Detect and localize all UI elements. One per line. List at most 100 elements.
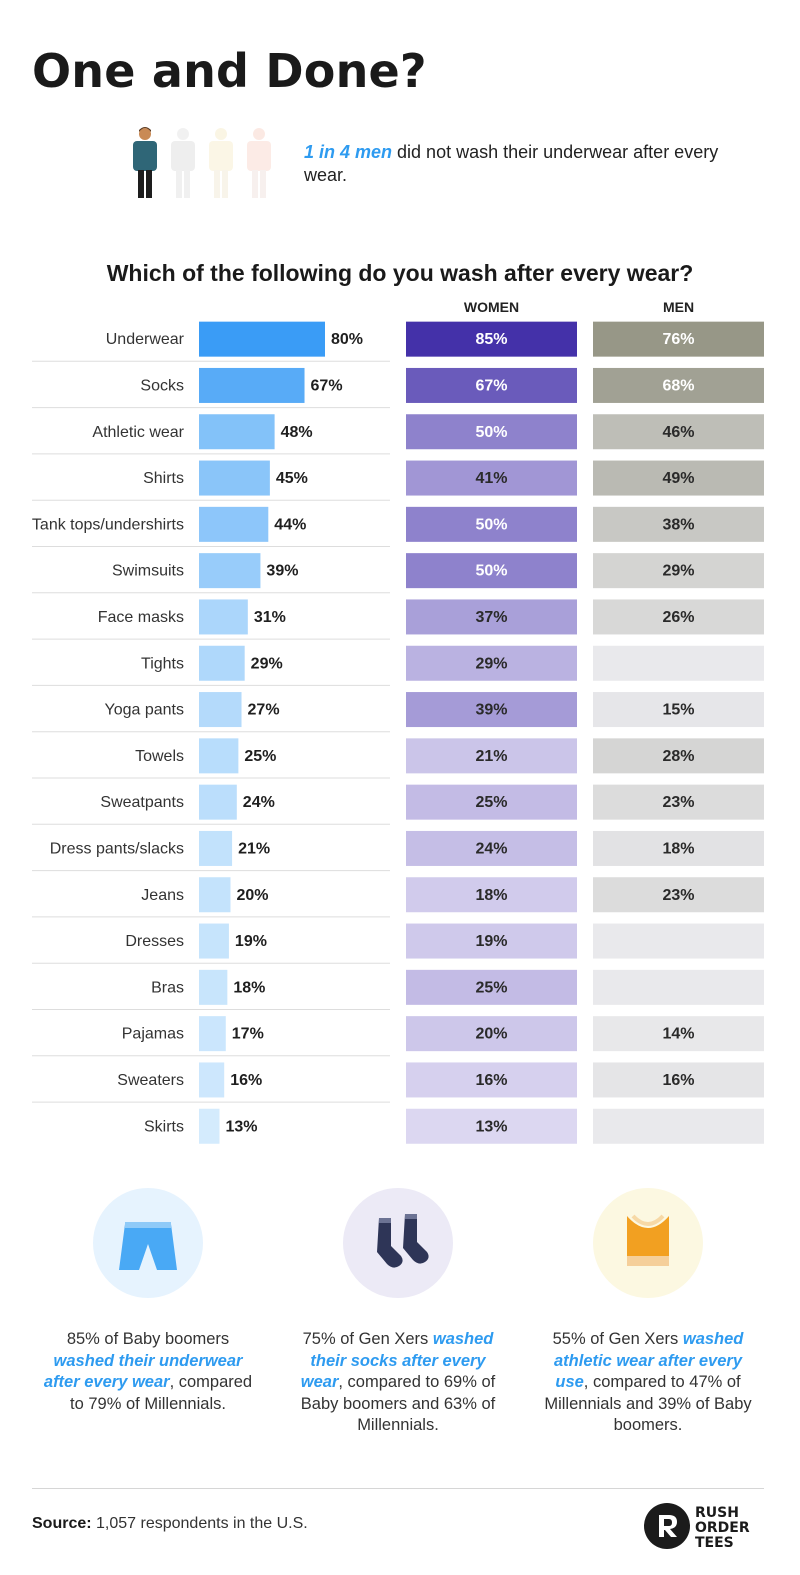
men-cell: [593, 738, 764, 774]
footer-text: 55% of Gen Xers: [552, 1330, 683, 1348]
women-cell: [406, 784, 577, 820]
overall-value-label: 18%: [233, 979, 265, 996]
overall-value-label: 20%: [237, 887, 269, 904]
rush-order-tees-logo: RUSH ORDER TEES: [644, 1503, 750, 1551]
men-cell: [593, 969, 764, 1005]
shorts-icon: [119, 1222, 177, 1270]
wash-frequency-chart: Underwear 80% 85% 76% Socks 67% 67% 68% Athletic…: [32, 321, 764, 1144]
men-cell: [593, 830, 764, 866]
men-cell: [593, 599, 764, 635]
women-value-label: 67%: [475, 377, 507, 394]
category-label: Swimsuits: [112, 563, 184, 580]
men-cell: [593, 1062, 764, 1098]
overall-value-label: 48%: [281, 424, 313, 441]
women-cell: [406, 877, 577, 913]
men-value-label: 76%: [662, 331, 694, 348]
women-value-label: 21%: [475, 748, 507, 765]
men-cell: [593, 923, 764, 959]
women-value-label: 25%: [475, 979, 507, 996]
men-cell: [593, 414, 764, 450]
men-cell: [593, 1016, 764, 1052]
footer-divider: [32, 1488, 764, 1489]
overall-value-label: 13%: [225, 1118, 257, 1135]
women-value-label: 50%: [475, 424, 507, 441]
headline-stat: 1 in 4 men did not wash their underwear …: [304, 141, 744, 187]
women-cell: [406, 1062, 577, 1098]
men-value-label: 18%: [662, 840, 694, 857]
men-cell: [593, 553, 764, 589]
socks-icon: [377, 1214, 429, 1268]
headline-text: did not wash their underwear after every…: [304, 142, 719, 185]
overall-value-label: 19%: [235, 933, 267, 950]
women-cell: [406, 599, 577, 635]
women-cell: [406, 321, 577, 357]
category-label: Athletic wear: [92, 424, 184, 441]
women-value-label: 16%: [475, 1072, 507, 1089]
category-label: Bras: [151, 979, 184, 996]
chart-question: Which of the following do you wash after…: [106, 260, 694, 286]
overall-bar: [199, 1108, 220, 1144]
women-cell: [406, 645, 577, 681]
overall-bar: [199, 877, 231, 913]
women-value-label: 19%: [475, 933, 507, 950]
category-label: Sweaters: [117, 1072, 184, 1089]
women-cell: [406, 692, 577, 728]
men-value-label: 28%: [662, 748, 694, 765]
men-value-label: 23%: [662, 887, 694, 904]
overall-value-label: 31%: [254, 609, 286, 626]
overall-value-label: 27%: [248, 702, 280, 719]
footer-stat-text: 55% of Gen Xers washed athletic wear aft…: [538, 1329, 758, 1437]
category-label: Tank tops/undershirts: [32, 516, 184, 533]
overall-bar: [199, 969, 228, 1005]
source-label: Source:: [32, 1515, 92, 1532]
overall-value-label: 29%: [251, 655, 283, 672]
footer-icon-circle: [538, 1188, 758, 1298]
headline-highlight: 1 in 4 men: [304, 142, 393, 162]
overall-bar: [199, 367, 305, 403]
overall-bar: [199, 506, 269, 542]
category-label: Dress pants/slacks: [50, 840, 184, 857]
overall-bar: [199, 738, 239, 774]
overall-value-label: 45%: [276, 470, 308, 487]
overall-bar: [199, 599, 248, 635]
women-value-label: 50%: [475, 516, 507, 533]
overall-bar: [199, 1062, 225, 1098]
men-value-label: 14%: [662, 1026, 694, 1043]
category-label: Underwear: [106, 331, 185, 348]
women-value-label: 50%: [475, 563, 507, 580]
women-cell: [406, 830, 577, 866]
women-value-label: 37%: [475, 609, 507, 626]
men-cell: [593, 367, 764, 403]
men-value-label: 16%: [662, 1072, 694, 1089]
overall-value-label: 24%: [243, 794, 275, 811]
women-column-header: WOMEN: [463, 299, 520, 315]
overall-bar: [199, 553, 261, 589]
overall-bar: [199, 830, 233, 866]
men-cell: [593, 784, 764, 820]
overall-value-label: 17%: [232, 1026, 264, 1043]
source-note: Source: 1,057 respondents in the U.S.: [32, 1515, 308, 1533]
overall-bar: [199, 923, 229, 959]
footer-text: , compared to 69% of Baby boomers and 63…: [300, 1373, 496, 1434]
overall-bar: [199, 1016, 226, 1052]
women-value-label: 18%: [475, 887, 507, 904]
women-cell: [406, 367, 577, 403]
footer-icon-circle: [38, 1188, 258, 1298]
men-cell: [593, 506, 764, 542]
men-cell: [593, 692, 764, 728]
women-cell: [406, 738, 577, 774]
footer-stat-text: 85% of Baby boomers washed their underwe…: [38, 1329, 258, 1415]
logo-line-3: TEES: [695, 1535, 734, 1551]
overall-bar: [199, 460, 270, 496]
overall-value-label: 39%: [266, 563, 298, 580]
women-value-label: 85%: [475, 331, 507, 348]
men-value-label: 68%: [662, 377, 694, 394]
category-label: Jeans: [141, 887, 184, 904]
overall-value-label: 44%: [274, 516, 306, 533]
women-value-label: 41%: [475, 470, 507, 487]
women-value-label: 25%: [475, 794, 507, 811]
category-label: Socks: [140, 377, 184, 394]
footer-highlight: washed athletic wear after every use: [553, 1330, 744, 1391]
overall-value-label: 16%: [230, 1072, 262, 1089]
men-cell: [593, 877, 764, 913]
